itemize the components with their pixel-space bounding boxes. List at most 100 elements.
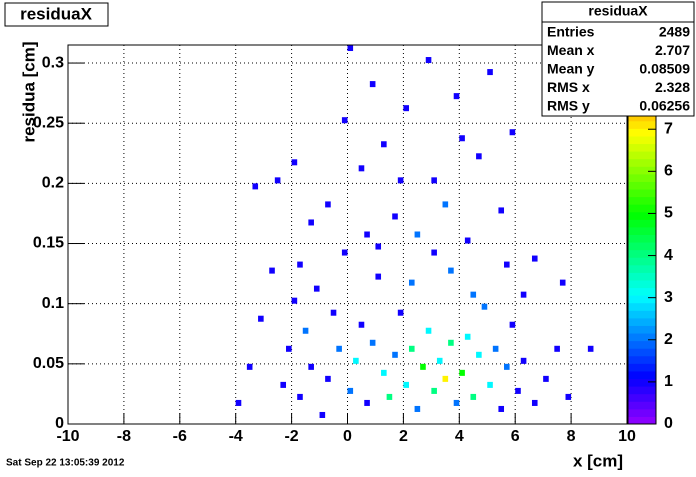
x-tick-label: 0 (343, 428, 352, 445)
palette-step (628, 333, 656, 342)
cell (487, 381, 493, 388)
cell (459, 369, 465, 376)
z-tick-label: 0 (664, 415, 673, 432)
cell (543, 375, 549, 382)
palette-step (628, 166, 656, 175)
stats-title: residuaX (588, 3, 648, 19)
cell (386, 393, 393, 400)
cell (442, 201, 449, 208)
cell (347, 387, 354, 394)
cell (531, 255, 538, 262)
cell (492, 345, 499, 352)
palette-step (628, 355, 656, 364)
y-tick-label: 0.1 (42, 295, 64, 312)
stats-value: 2489 (659, 24, 690, 40)
y-tick-label: 0.05 (33, 355, 64, 372)
cell (448, 339, 454, 346)
palette-step (628, 113, 656, 122)
palette-step (628, 363, 656, 372)
palette-step (628, 181, 656, 190)
stats-label: Mean x (547, 42, 595, 58)
palette-step (628, 196, 656, 205)
y-tick-label: 0.15 (33, 235, 64, 252)
cell (453, 93, 460, 100)
cell (341, 117, 348, 124)
cell (375, 273, 382, 280)
cell (258, 315, 264, 322)
cell (431, 249, 437, 256)
cell (504, 261, 510, 268)
y-tick-label: 0.2 (42, 175, 64, 192)
cell (364, 399, 370, 406)
cell (464, 333, 471, 340)
cell (308, 219, 314, 226)
palette-step (628, 401, 656, 410)
palette-step (628, 279, 656, 289)
cell (481, 303, 488, 310)
y-tick-label: 0 (55, 415, 64, 432)
palette-step (628, 416, 656, 425)
cell (291, 159, 298, 166)
cell (408, 345, 415, 352)
y-tick-label: 0.25 (33, 114, 64, 131)
cell (280, 381, 287, 388)
stats-value: 2.328 (655, 79, 690, 95)
cell (498, 207, 505, 214)
z-tick-label: 5 (664, 205, 673, 222)
x-tick-label: -10 (56, 428, 79, 445)
cell (246, 363, 253, 370)
x-tick-label: -4 (229, 428, 243, 445)
cell (319, 411, 326, 418)
cell (459, 135, 465, 142)
palette-step (628, 120, 656, 129)
x-axis-label: x [cm] (573, 451, 623, 470)
cell (274, 177, 281, 184)
cell (470, 393, 477, 400)
palette-step (628, 135, 656, 145)
x-tick-label: -6 (173, 428, 187, 445)
palette-step (628, 325, 656, 334)
palette-step (628, 204, 656, 213)
stats-label: RMS x (547, 79, 590, 95)
cell (341, 249, 348, 256)
cell (487, 69, 493, 76)
cell (408, 279, 415, 286)
x-tick-label: -2 (284, 428, 298, 445)
cell (414, 405, 421, 412)
cell (392, 213, 398, 220)
cell (531, 399, 538, 406)
cell (308, 363, 314, 370)
cell (369, 339, 376, 346)
palette-step (628, 173, 656, 182)
y-axis-label: residua [cm] (19, 41, 38, 142)
palette-step (628, 386, 656, 395)
palette-step (628, 340, 656, 349)
cell (498, 405, 505, 412)
palette-step (628, 310, 656, 319)
palette-step (628, 302, 656, 311)
cell (431, 387, 437, 394)
stats-value: 0.06256 (639, 98, 690, 114)
palette-step (628, 393, 656, 402)
x-tick-label: -8 (117, 428, 131, 445)
z-tick-label: 1 (664, 373, 673, 390)
palette-step (628, 317, 656, 326)
cell (520, 357, 527, 364)
cell (235, 399, 242, 406)
z-tick-label: 3 (664, 289, 673, 306)
cell (504, 363, 510, 370)
palette-step (628, 128, 656, 137)
cell (403, 105, 409, 112)
palette-step (628, 226, 656, 235)
palette-step (628, 234, 656, 243)
cell (403, 381, 409, 388)
cell (476, 351, 482, 358)
y-tick-label: 0.3 (42, 54, 64, 71)
cell (554, 345, 560, 352)
cell (392, 351, 398, 358)
cell (347, 45, 354, 52)
cell (297, 393, 303, 400)
palette-step (628, 348, 656, 357)
stats-value: 2.707 (655, 42, 690, 58)
cell (325, 201, 331, 208)
